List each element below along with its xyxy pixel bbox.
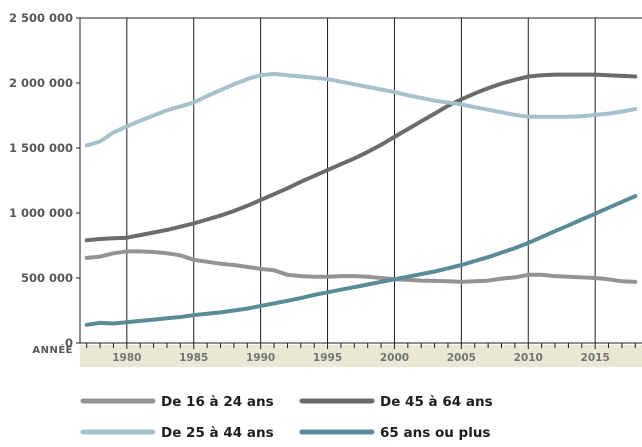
y-tick-label: 0 bbox=[65, 336, 73, 350]
series-line-4 bbox=[84, 194, 638, 327]
x-tick-label: 2015 bbox=[581, 352, 610, 364]
legend-label-4: 65 ans ou plus bbox=[380, 425, 490, 441]
series-lines bbox=[84, 71, 638, 327]
y-tick-label: 1 500 000 bbox=[9, 141, 73, 155]
legend: De 16 à 24 ans De 45 à 64 ans De 25 à 44 a… bbox=[80, 394, 493, 441]
x-tick-label: 1985 bbox=[179, 352, 208, 364]
x-axis-band: 1980 1985 1990 1995 2000 2005 2010 2015 ANNÉE bbox=[32, 343, 642, 367]
x-tick-label: 2005 bbox=[447, 352, 476, 364]
legend-label-3: De 25 à 44 ans bbox=[161, 425, 274, 441]
grid-lines bbox=[126, 18, 596, 343]
x-axis-title: ANNÉE bbox=[32, 343, 73, 356]
y-tick-label: 1 000 000 bbox=[9, 206, 73, 220]
legend-label-1: De 16 à 24 ans bbox=[161, 394, 274, 410]
x-tick-label: 1980 bbox=[112, 352, 141, 364]
legend-label-2: De 45 à 64 ans bbox=[380, 394, 493, 410]
x-tick-label: 2000 bbox=[380, 352, 409, 364]
series-line-3 bbox=[84, 71, 638, 148]
x-tick-label: 1995 bbox=[313, 352, 342, 364]
y-axis: 0 500 000 1 000 000 1 500 000 2 000 000 2 500… bbox=[9, 11, 80, 350]
y-tick-label: 2 000 000 bbox=[9, 76, 73, 90]
series-line-2 bbox=[84, 72, 638, 243]
x-tick-label: 2010 bbox=[514, 352, 543, 364]
x-tick-label: 1990 bbox=[246, 352, 275, 364]
y-tick-label: 500 000 bbox=[21, 271, 73, 285]
y-tick-label: 2 500 000 bbox=[9, 11, 73, 25]
series-line-1 bbox=[84, 249, 638, 284]
x-axis-band-background bbox=[80, 345, 642, 367]
plot-frame bbox=[79, 17, 642, 344]
